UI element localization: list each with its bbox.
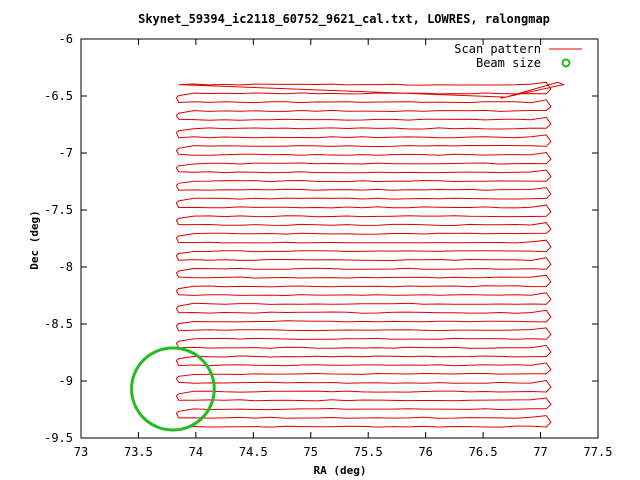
plot-frame [80, 38, 599, 439]
x-tick-label: 75.5 [354, 445, 383, 459]
y-tick-label: -8 [59, 260, 73, 274]
legend-label-beam-size: Beam size [476, 56, 541, 70]
x-tick-label: 74 [189, 445, 203, 459]
legend-label-scan-pattern: Scan pattern [454, 42, 541, 56]
x-tick-label: 76.5 [469, 445, 498, 459]
y-tick-label: -9 [59, 374, 73, 388]
x-tick-label: 73 [74, 445, 88, 459]
x-tick-label: 73.5 [124, 445, 153, 459]
x-tick-label: 75 [304, 445, 318, 459]
y-tick-label: -7.5 [44, 203, 73, 217]
scan-pattern-series [175, 81, 566, 430]
x-axis-label: RA (deg) [314, 464, 367, 477]
chart-title: Skynet_59394_ic2118_60752_9621_cal.txt, … [138, 12, 550, 27]
x-tick-label: 77 [533, 445, 547, 459]
x-tick-label: 74.5 [239, 445, 268, 459]
y-tick-label: -8.5 [44, 317, 73, 331]
beam-size-series [130, 346, 216, 432]
legend: Scan pattern Beam size [454, 42, 582, 70]
y-tick-label: -6.5 [44, 89, 73, 103]
beam-size-circle [130, 346, 216, 432]
legend-swatch-beam-size [561, 58, 571, 68]
x-tick-label: 77.5 [584, 445, 613, 459]
y-tick-label: -6 [59, 32, 73, 46]
y-tick-label: -9.5 [44, 431, 73, 445]
x-axis: 73 73.5 74 74.5 75 75.5 76 76.5 77 77.5 [74, 39, 613, 459]
scan-pattern-line [175, 81, 566, 430]
x-tick-label: 76 [418, 445, 432, 459]
y-axis: -6 -6.5 -7 -7.5 -8 -8.5 -9 -9.5 [44, 32, 598, 445]
y-axis-label: Dec (deg) [28, 210, 41, 270]
y-tick-label: -7 [59, 146, 73, 160]
